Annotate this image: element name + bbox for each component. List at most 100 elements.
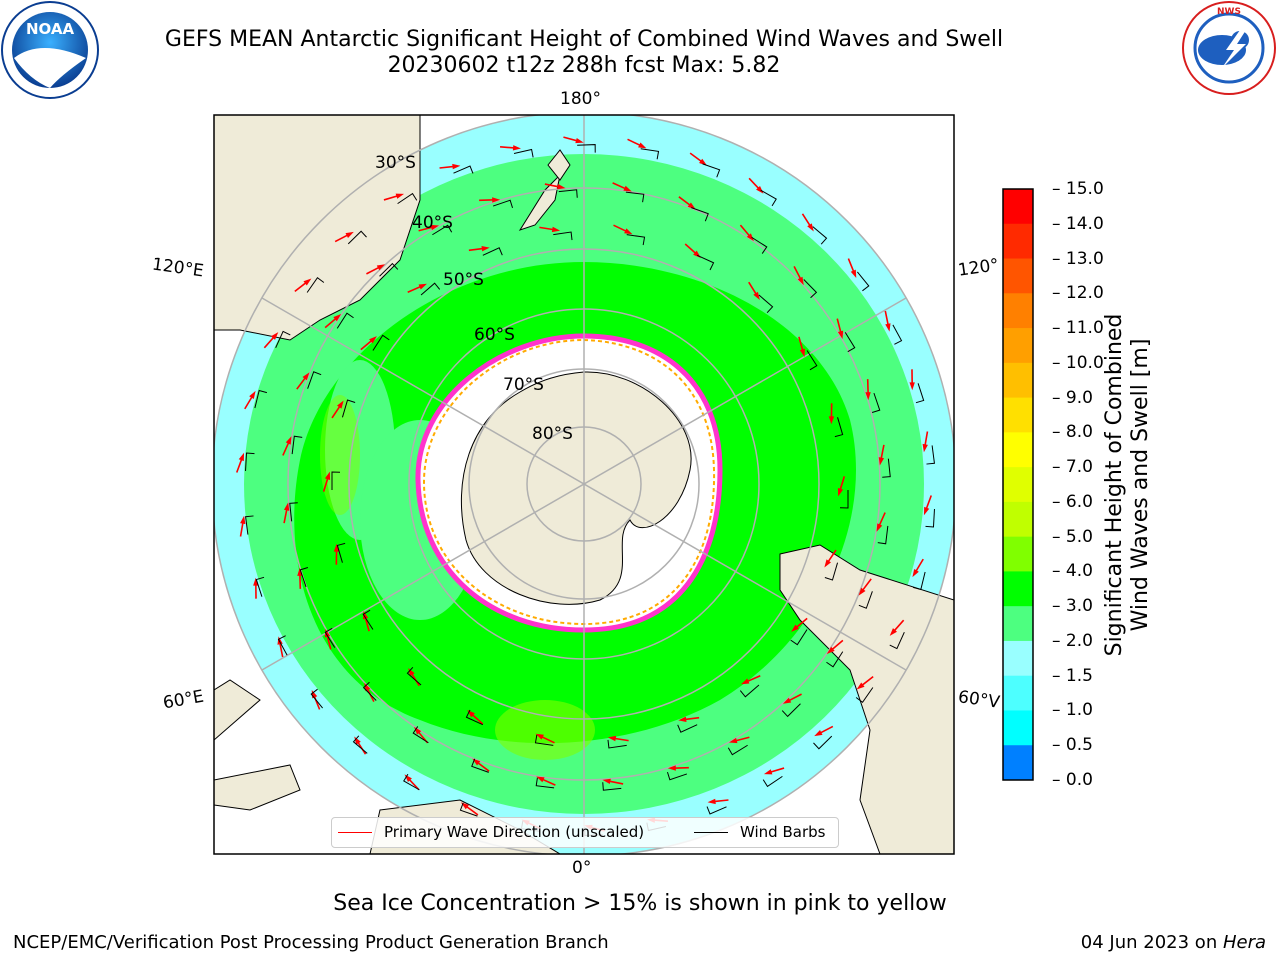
- wind-barb: [702, 163, 721, 178]
- wave-arrow-head: [858, 587, 866, 596]
- colorbar-label-line1: Significant Height of Combined: [1102, 313, 1127, 657]
- wind-barb: [324, 627, 336, 648]
- wind-barb: [299, 566, 309, 588]
- lat-label-70: 70°S: [503, 375, 544, 395]
- noaa-logo-text: NOAA: [26, 20, 75, 38]
- colorbar-band: [1003, 710, 1033, 746]
- lat-label-40: 40°S: [412, 213, 453, 233]
- wave-arrow-head: [699, 158, 708, 166]
- wave-arrow-head: [336, 400, 344, 409]
- wave-arrow-head: [238, 452, 245, 462]
- colorbar-band: [1003, 258, 1033, 294]
- colorbar-tick-label: – 12.0: [1052, 283, 1104, 304]
- noaa-logo: NOAA: [1, 1, 99, 99]
- wind-barb: [291, 435, 303, 455]
- forecast-subtitle: 20230602 t12z 288h fcst Max: 5.82: [387, 53, 781, 78]
- colorbar-tick-label: – 1.5: [1052, 665, 1093, 686]
- wave-arrow-head: [302, 372, 310, 381]
- colorbar-band: [1003, 432, 1033, 468]
- wind-barb: [812, 226, 828, 245]
- new-zealand-north: [547, 149, 571, 181]
- wave-arrow-head: [909, 382, 915, 391]
- wind-barb: [889, 631, 905, 650]
- wind-barb: [459, 802, 478, 817]
- wave-arrow-head: [923, 506, 930, 516]
- wind-barb: [465, 709, 484, 726]
- wave-arrow-head: [753, 291, 760, 301]
- colorbar-band: [1003, 536, 1033, 572]
- wind-barb: [577, 144, 596, 153]
- wave-arrow-head: [285, 436, 292, 445]
- wave-arrow-head: [551, 226, 561, 233]
- wind-barb: [347, 230, 367, 245]
- wind-barb: [513, 148, 534, 158]
- nws-logo: NWS: [1182, 1, 1276, 95]
- wave-arrow-head: [856, 682, 865, 690]
- wave-arrow-head: [687, 202, 696, 210]
- wave-arrow-head: [814, 730, 823, 737]
- new-zealand-south: [518, 173, 561, 231]
- wind-barb: [871, 392, 881, 414]
- wind-barb: [813, 735, 833, 750]
- wind-barb: [336, 312, 354, 329]
- wave-arrow-head: [345, 231, 354, 238]
- colorbar-band: [1003, 467, 1033, 503]
- colorbar-tick-label: – 9.0: [1052, 387, 1093, 408]
- wind-barb: [691, 207, 709, 222]
- wind-barb: [602, 782, 622, 791]
- map-frame: [213, 114, 955, 855]
- wave-arrow-head: [512, 145, 521, 151]
- wave-arrow-head: [277, 636, 283, 645]
- colorbar-tick-label: – 11.0: [1052, 318, 1104, 339]
- wind-barb: [839, 490, 849, 509]
- wave-arrow-head: [746, 233, 754, 242]
- wave-arrow-head: [303, 278, 312, 286]
- wind-barb: [626, 234, 646, 246]
- wave-arrow-head: [418, 283, 427, 290]
- colorbar-band: [1003, 362, 1033, 399]
- wind-barb: [844, 332, 856, 353]
- wind-barb: [492, 199, 514, 209]
- wind-barb: [625, 191, 645, 203]
- wave-arrow-head: [826, 646, 835, 654]
- wave-arrow-head: [865, 392, 871, 401]
- wind-barb: [781, 703, 801, 718]
- wind-barb: [362, 609, 374, 630]
- colorbar-tick-label: – 5.0: [1052, 526, 1093, 547]
- wind-barb: [824, 562, 839, 581]
- wave-arrow-head: [452, 163, 461, 170]
- wind-barb: [379, 262, 399, 277]
- wind-barb: [289, 502, 298, 522]
- wind-barb: [352, 735, 368, 754]
- wave-arrow-head: [756, 185, 764, 194]
- wave-arrow-head: [922, 443, 928, 453]
- legend-label-wave: Primary Wave Direction (unscaled): [384, 823, 645, 841]
- australia-land: [214, 115, 421, 341]
- wave-arrow-head: [492, 197, 501, 203]
- wave-arrow-head: [763, 769, 773, 775]
- wave-arrow-head: [797, 276, 804, 286]
- map-legend: Primary Wave Direction (unscaled) Wind B…: [331, 817, 839, 848]
- wind-barb: [534, 734, 554, 746]
- wave-arrow-head: [240, 515, 246, 525]
- wind-barb: [275, 330, 291, 349]
- colorbar-label-line2: Wind Waves and Swell [m]: [1128, 338, 1153, 632]
- colorbar-tick-label: – 4.0: [1052, 561, 1093, 582]
- colorbar-band: [1003, 189, 1033, 225]
- wave-arrow-head: [535, 733, 544, 740]
- wind-barb: [760, 189, 777, 207]
- colorbar-band: [1003, 606, 1033, 642]
- wind-barb: [403, 773, 420, 791]
- colorbar-band: [1003, 675, 1033, 711]
- wind-barb: [855, 687, 874, 703]
- wave-arrow-head: [557, 183, 566, 190]
- wind-barbs: [245, 144, 935, 836]
- wave-arrow-head: [623, 185, 632, 192]
- wind-barb: [925, 509, 935, 528]
- wave-arrow-head: [850, 269, 857, 279]
- wind-barb: [420, 282, 441, 296]
- wave-arrow-head: [799, 348, 805, 358]
- wind-barb: [926, 445, 935, 465]
- wind-barb: [762, 775, 783, 788]
- wind-barb: [727, 744, 748, 756]
